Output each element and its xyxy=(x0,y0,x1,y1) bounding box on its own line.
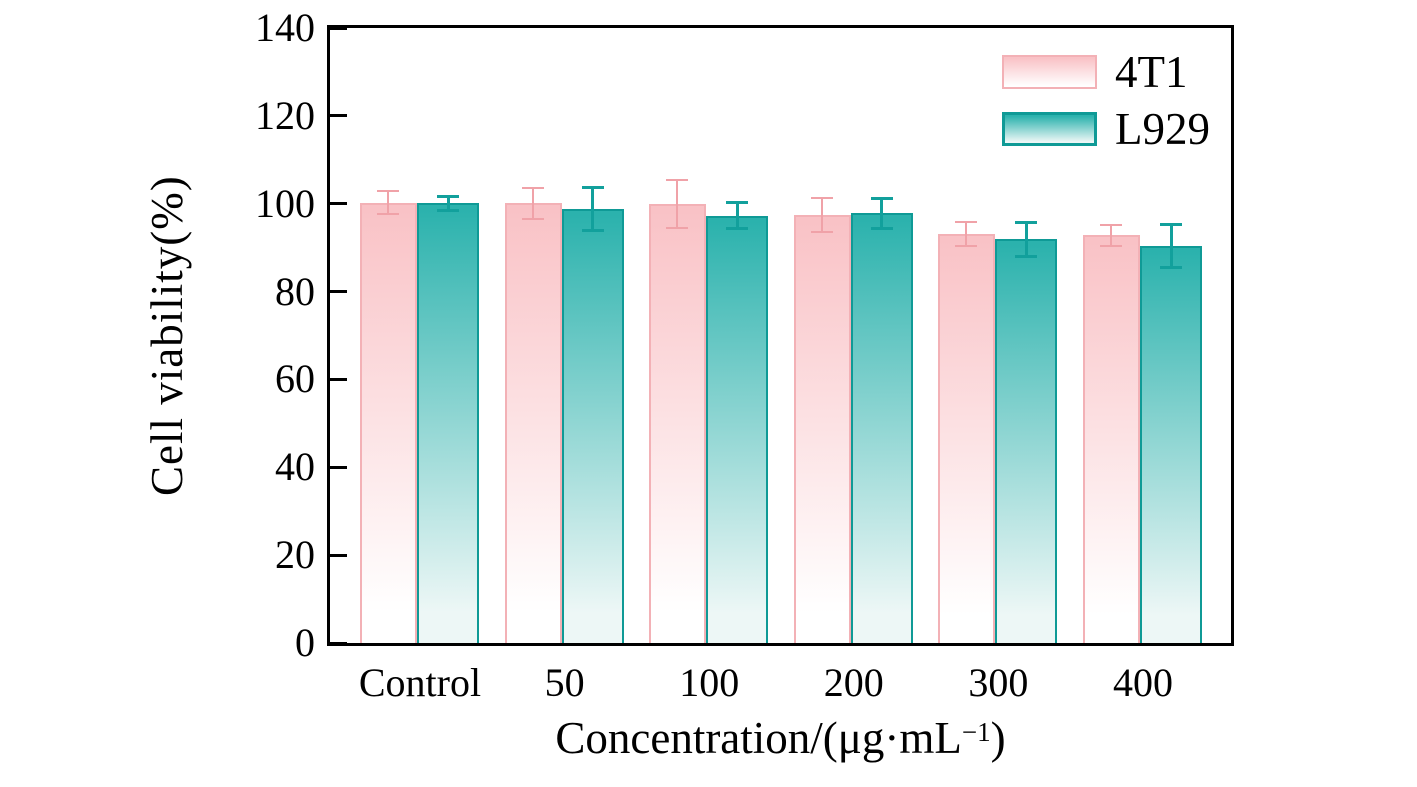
x-label-200: 200 xyxy=(823,660,884,705)
y-tick-label-60: 60 xyxy=(275,356,315,402)
legend-label-4t1: 4T1 xyxy=(1115,47,1188,97)
errorbar-part xyxy=(1100,223,1122,226)
x-axis-title-superscript: −1 xyxy=(961,716,991,747)
legend-label-l929: L929 xyxy=(1115,104,1210,154)
y-tick-label-120: 120 xyxy=(255,92,315,138)
y-tick-label-20: 20 xyxy=(275,532,315,578)
bar-4t1-400 xyxy=(1083,235,1140,643)
y-tick-label-80: 80 xyxy=(275,268,315,314)
y-tick-140 xyxy=(330,26,347,30)
errorbar-part xyxy=(1100,244,1122,247)
y-tick-label-40: 40 xyxy=(275,444,315,490)
errorbar-part xyxy=(387,191,389,215)
legend-item-4t1: 4T1 xyxy=(1002,48,1210,96)
errorbar-part xyxy=(377,190,399,193)
errorbar-part xyxy=(377,213,399,216)
x-axis-title: Concentration/(μg·mL−1) xyxy=(327,712,1234,764)
bar-l929-50 xyxy=(561,209,624,643)
errorbar-part xyxy=(870,197,893,200)
errorbar-part xyxy=(880,198,884,229)
errorbar-part xyxy=(1024,221,1028,257)
errorbar-part xyxy=(810,197,833,200)
errorbar-part xyxy=(965,221,968,247)
y-tick-80 xyxy=(330,290,347,294)
errorbar-part xyxy=(1110,224,1112,246)
x-label-control: Control xyxy=(358,660,482,705)
errorbar-part xyxy=(521,217,544,220)
errorbar-part xyxy=(666,227,689,230)
legend-swatch-4t1 xyxy=(1002,55,1097,89)
errorbar-part xyxy=(726,227,749,231)
plot-area: 4T1 L929 xyxy=(327,25,1234,646)
x-axis-title-suffix: ) xyxy=(990,713,1006,763)
x-label-100: 100 xyxy=(679,660,740,705)
y-tick-label-140: 140 xyxy=(255,5,315,50)
errorbar-part xyxy=(1160,222,1182,226)
errorbar-part xyxy=(735,201,739,230)
errorbar-part xyxy=(531,187,534,219)
errorbar-part xyxy=(820,198,823,232)
x-label-50: 50 xyxy=(544,660,585,705)
errorbar-part xyxy=(955,245,978,248)
errorbar-part xyxy=(666,178,689,181)
errorbar-part xyxy=(1015,220,1038,224)
y-tick-label-100: 100 xyxy=(255,180,315,226)
errorbar-part xyxy=(581,229,604,233)
bar-4t1-100 xyxy=(649,204,707,643)
y-tick-label-0: 0 xyxy=(295,620,315,665)
errorbar-part xyxy=(676,179,679,229)
y-tick-0 xyxy=(330,641,347,645)
bar-4t1-200 xyxy=(793,215,851,643)
errorbar-part xyxy=(591,187,595,232)
errorbar-part xyxy=(1015,254,1038,258)
bar-l929-100 xyxy=(706,215,769,643)
y-tick-60 xyxy=(330,377,347,381)
y-tick-100 xyxy=(330,202,347,206)
bar-l929-control xyxy=(417,203,479,643)
y-tick-40 xyxy=(330,465,347,469)
errorbar-part xyxy=(810,230,833,233)
errorbar-part xyxy=(1160,265,1182,269)
bar-4t1-300 xyxy=(938,234,996,643)
errorbar-part xyxy=(446,195,450,211)
bar-4t1-control xyxy=(360,202,417,643)
legend-swatch-l929 xyxy=(1002,112,1097,146)
bar-4t1-50 xyxy=(504,203,562,643)
errorbar-part xyxy=(955,220,978,223)
errorbar-part xyxy=(437,208,459,212)
legend: 4T1 L929 xyxy=(1002,48,1210,153)
errorbar-part xyxy=(726,200,749,204)
errorbar-part xyxy=(581,186,604,190)
errorbar-part xyxy=(521,186,544,189)
y-tick-120 xyxy=(330,114,347,118)
errorbar-part xyxy=(1169,223,1173,268)
bar-l929-200 xyxy=(850,213,913,643)
x-axis-title-prefix: Concentration/(μg·mL xyxy=(555,713,962,763)
errorbar-part xyxy=(870,226,893,230)
bar-l929-400 xyxy=(1140,245,1202,643)
bar-l929-300 xyxy=(995,239,1058,643)
y-tick-20 xyxy=(330,553,347,557)
x-label-300: 300 xyxy=(968,660,1029,705)
legend-item-l929: L929 xyxy=(1002,105,1210,153)
x-label-400: 400 xyxy=(1113,660,1173,705)
errorbar-part xyxy=(437,194,459,198)
